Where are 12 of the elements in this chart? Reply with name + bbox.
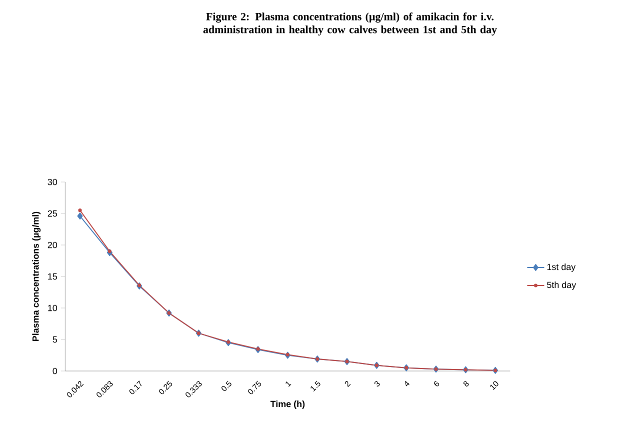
y-tick-label: 0: [52, 368, 58, 374]
y-tick-label: 25: [48, 210, 58, 217]
chart-title: Figure 2: Plasma concentrations (µg/ml) of amikacin for i.v. administration in healthy cow calves between 1st and 5th day: [203, 12, 497, 36]
x-axis-title: Time (h): [270, 400, 305, 409]
y-tick-label: 10: [48, 304, 58, 312]
legend-label: 5th day: [547, 281, 576, 290]
y-tick-label: 30: [48, 178, 58, 186]
legend-label: 1st day: [547, 264, 576, 272]
y-tick-label: 20: [48, 242, 58, 248]
y-tick-label: 5: [52, 336, 58, 343]
y-axis-title: Plasma concentrations (µg/ml): [32, 212, 41, 342]
y-tick-label: 15: [48, 273, 58, 280]
